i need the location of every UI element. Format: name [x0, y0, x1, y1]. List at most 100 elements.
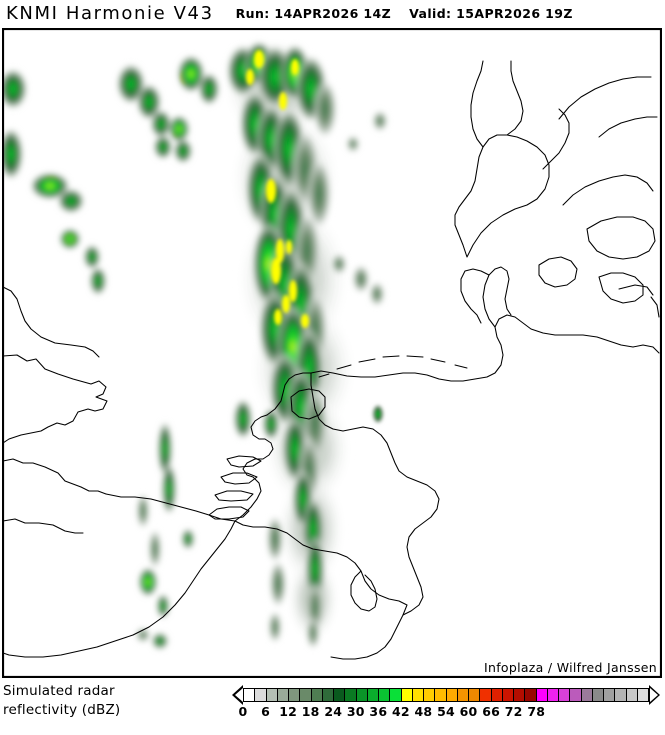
colorbar-cell: [525, 689, 537, 701]
colorbar-cell: [390, 689, 402, 701]
colorbar-cell: [289, 689, 301, 701]
coastline-layer: [3, 60, 660, 660]
colorbar-cell: [491, 689, 503, 701]
colorbar-cell: [401, 689, 413, 701]
valid-time-label: Valid: 15APR2026 19Z: [409, 6, 573, 21]
radar-map-canvas[interactable]: [3, 29, 661, 677]
colorbar-cell: [379, 689, 391, 701]
colorbar-cell: [311, 689, 323, 701]
coastline-north-east-england: [3, 286, 100, 358]
coastline-jutland-main: [454, 134, 550, 258]
colorbar-tick-labels: 0 6 12 18 24 30 36 42 48 54 60 66 72 78: [232, 704, 660, 722]
island-zeeland-1: [208, 506, 250, 520]
colorbar-tick-label: 42: [391, 704, 410, 719]
legend-caption-line2: reflectivity (dBZ): [3, 702, 121, 718]
coastline-south-england: [3, 518, 84, 534]
coastline-sweden-west: [598, 116, 658, 138]
colorbar-tick-label: 72: [504, 704, 523, 719]
island-sjaelland: [586, 216, 656, 260]
colorbar-cell: [502, 689, 514, 701]
colorbar-cell: [536, 689, 548, 701]
coastline-sweden-south: [562, 174, 654, 206]
island-zeeland-4: [226, 455, 262, 468]
colorbar-cell: [435, 689, 447, 701]
coastline-norway-south: [558, 76, 652, 120]
colorbar-cell: [367, 689, 379, 701]
legend-caption-line1: Simulated radar: [3, 683, 115, 699]
run-time-label: Run: 14APR2026 14Z: [235, 6, 392, 21]
border-germany-france-south: [330, 614, 404, 660]
coastline-jutland-west-lobe: [482, 266, 512, 328]
ijsselmeer: [290, 388, 326, 420]
colorbar-tick-label: 66: [482, 704, 501, 719]
coastline-east-edge: [632, 344, 660, 354]
island-bornholm-area: [598, 272, 644, 304]
wadden-islands: [318, 355, 468, 378]
model-title: KNMI Harmonie V43: [6, 3, 214, 24]
colorbar[interactable]: [232, 685, 660, 705]
colorbar-cell: [266, 689, 278, 701]
border-netherlands-germany: [310, 372, 440, 616]
colorbar-tick-label: 60: [459, 704, 478, 719]
colorbar-cells[interactable]: [243, 688, 649, 702]
colorbar-right-arrow-icon: [649, 685, 660, 705]
coastline-kent: [80, 486, 107, 495]
map-inner-border: [3, 29, 661, 677]
legend-area: Simulated radar reflectivity (dBZ) 0 6 12 1…: [0, 680, 665, 735]
colorbar-cell: [457, 689, 469, 701]
colorbar-cell: [547, 689, 559, 701]
colorbar-tick-label: 18: [301, 704, 320, 719]
colorbar-tick-label: 30: [346, 704, 365, 719]
colorbar-tick-label: 48: [414, 704, 433, 719]
header-bar: KNMI Harmonie V43 Run: 14APR2026 14Z Val…: [0, 0, 665, 27]
colorbar-cell: [300, 689, 312, 701]
colorbar-cell: [356, 689, 368, 701]
border-belgium-germany: [234, 520, 408, 616]
coastline-jutland-northwest: [470, 60, 484, 148]
colorbar-cell: [424, 689, 436, 701]
colorbar-tick-label: 36: [369, 704, 388, 719]
radar-echo-layer: [3, 37, 387, 649]
coastline-france-northwest: [3, 520, 236, 658]
eastern-band-germany: [234, 111, 387, 643]
colorbar-tick-label: 0: [238, 704, 248, 719]
colorbar-cell: [469, 689, 481, 701]
border-luxembourg: [350, 570, 378, 612]
attribution-text: Infoplaza / Wilfred Janssen: [483, 660, 657, 675]
colorbar-cell: [615, 689, 627, 701]
colorbar-cell: [559, 689, 571, 701]
coastline-kattegat: [542, 108, 570, 170]
colorbar-tick-label: 24: [324, 704, 343, 719]
colorbar-cell: [637, 689, 648, 701]
colorbar-cell: [277, 689, 289, 701]
island-zeeland-2: [214, 490, 254, 502]
colorbar-cell: [334, 689, 346, 701]
colorbar-cell: [570, 689, 582, 701]
coastline-jutland-inner: [460, 268, 490, 324]
coastline-north-germany: [310, 314, 634, 382]
coastline-zeeland-holland: [234, 414, 274, 522]
colorbar-cell: [480, 689, 492, 701]
colorbar-tick-label: 12: [279, 704, 298, 719]
island-zeeland-3: [220, 472, 258, 485]
coastline-thames-estuary: [3, 458, 82, 488]
colorbar-cell: [345, 689, 357, 701]
coastline-east-edge-2: [650, 296, 660, 318]
colorbar-cell: [592, 689, 604, 701]
trailing-band-south: [136, 421, 194, 649]
coastline-baltic-south: [618, 284, 654, 296]
colorbar-cell: [244, 689, 256, 701]
colorbar-tick-label: 54: [437, 704, 455, 719]
coastline-north-holland: [266, 372, 312, 416]
map-frame[interactable]: Infoplaza / Wilfred Janssen: [2, 28, 662, 678]
colorbar-cell: [446, 689, 458, 701]
colorbar-tick-label: 78: [527, 704, 546, 719]
coastline-jutland-northeast: [506, 60, 524, 136]
coastline-channel-france: [105, 493, 236, 522]
colorbar-cell: [514, 689, 526, 701]
legend-caption: Simulated radar reflectivity (dBZ): [3, 682, 120, 720]
colorbar-cell: [412, 689, 424, 701]
colorbar-tick-label: 6: [261, 704, 270, 719]
coastline-east-england: [3, 354, 108, 444]
